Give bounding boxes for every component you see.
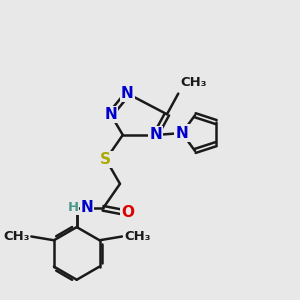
Text: N: N [121,86,134,101]
Text: S: S [100,152,111,167]
Text: CH₃: CH₃ [180,76,207,89]
Text: N: N [149,128,162,142]
Text: CH₃: CH₃ [3,230,29,243]
Text: N: N [80,200,93,215]
Text: H: H [68,201,79,214]
Text: N: N [176,126,188,141]
Text: O: O [121,206,134,220]
Text: N: N [104,107,117,122]
Text: CH₃: CH₃ [124,230,151,243]
